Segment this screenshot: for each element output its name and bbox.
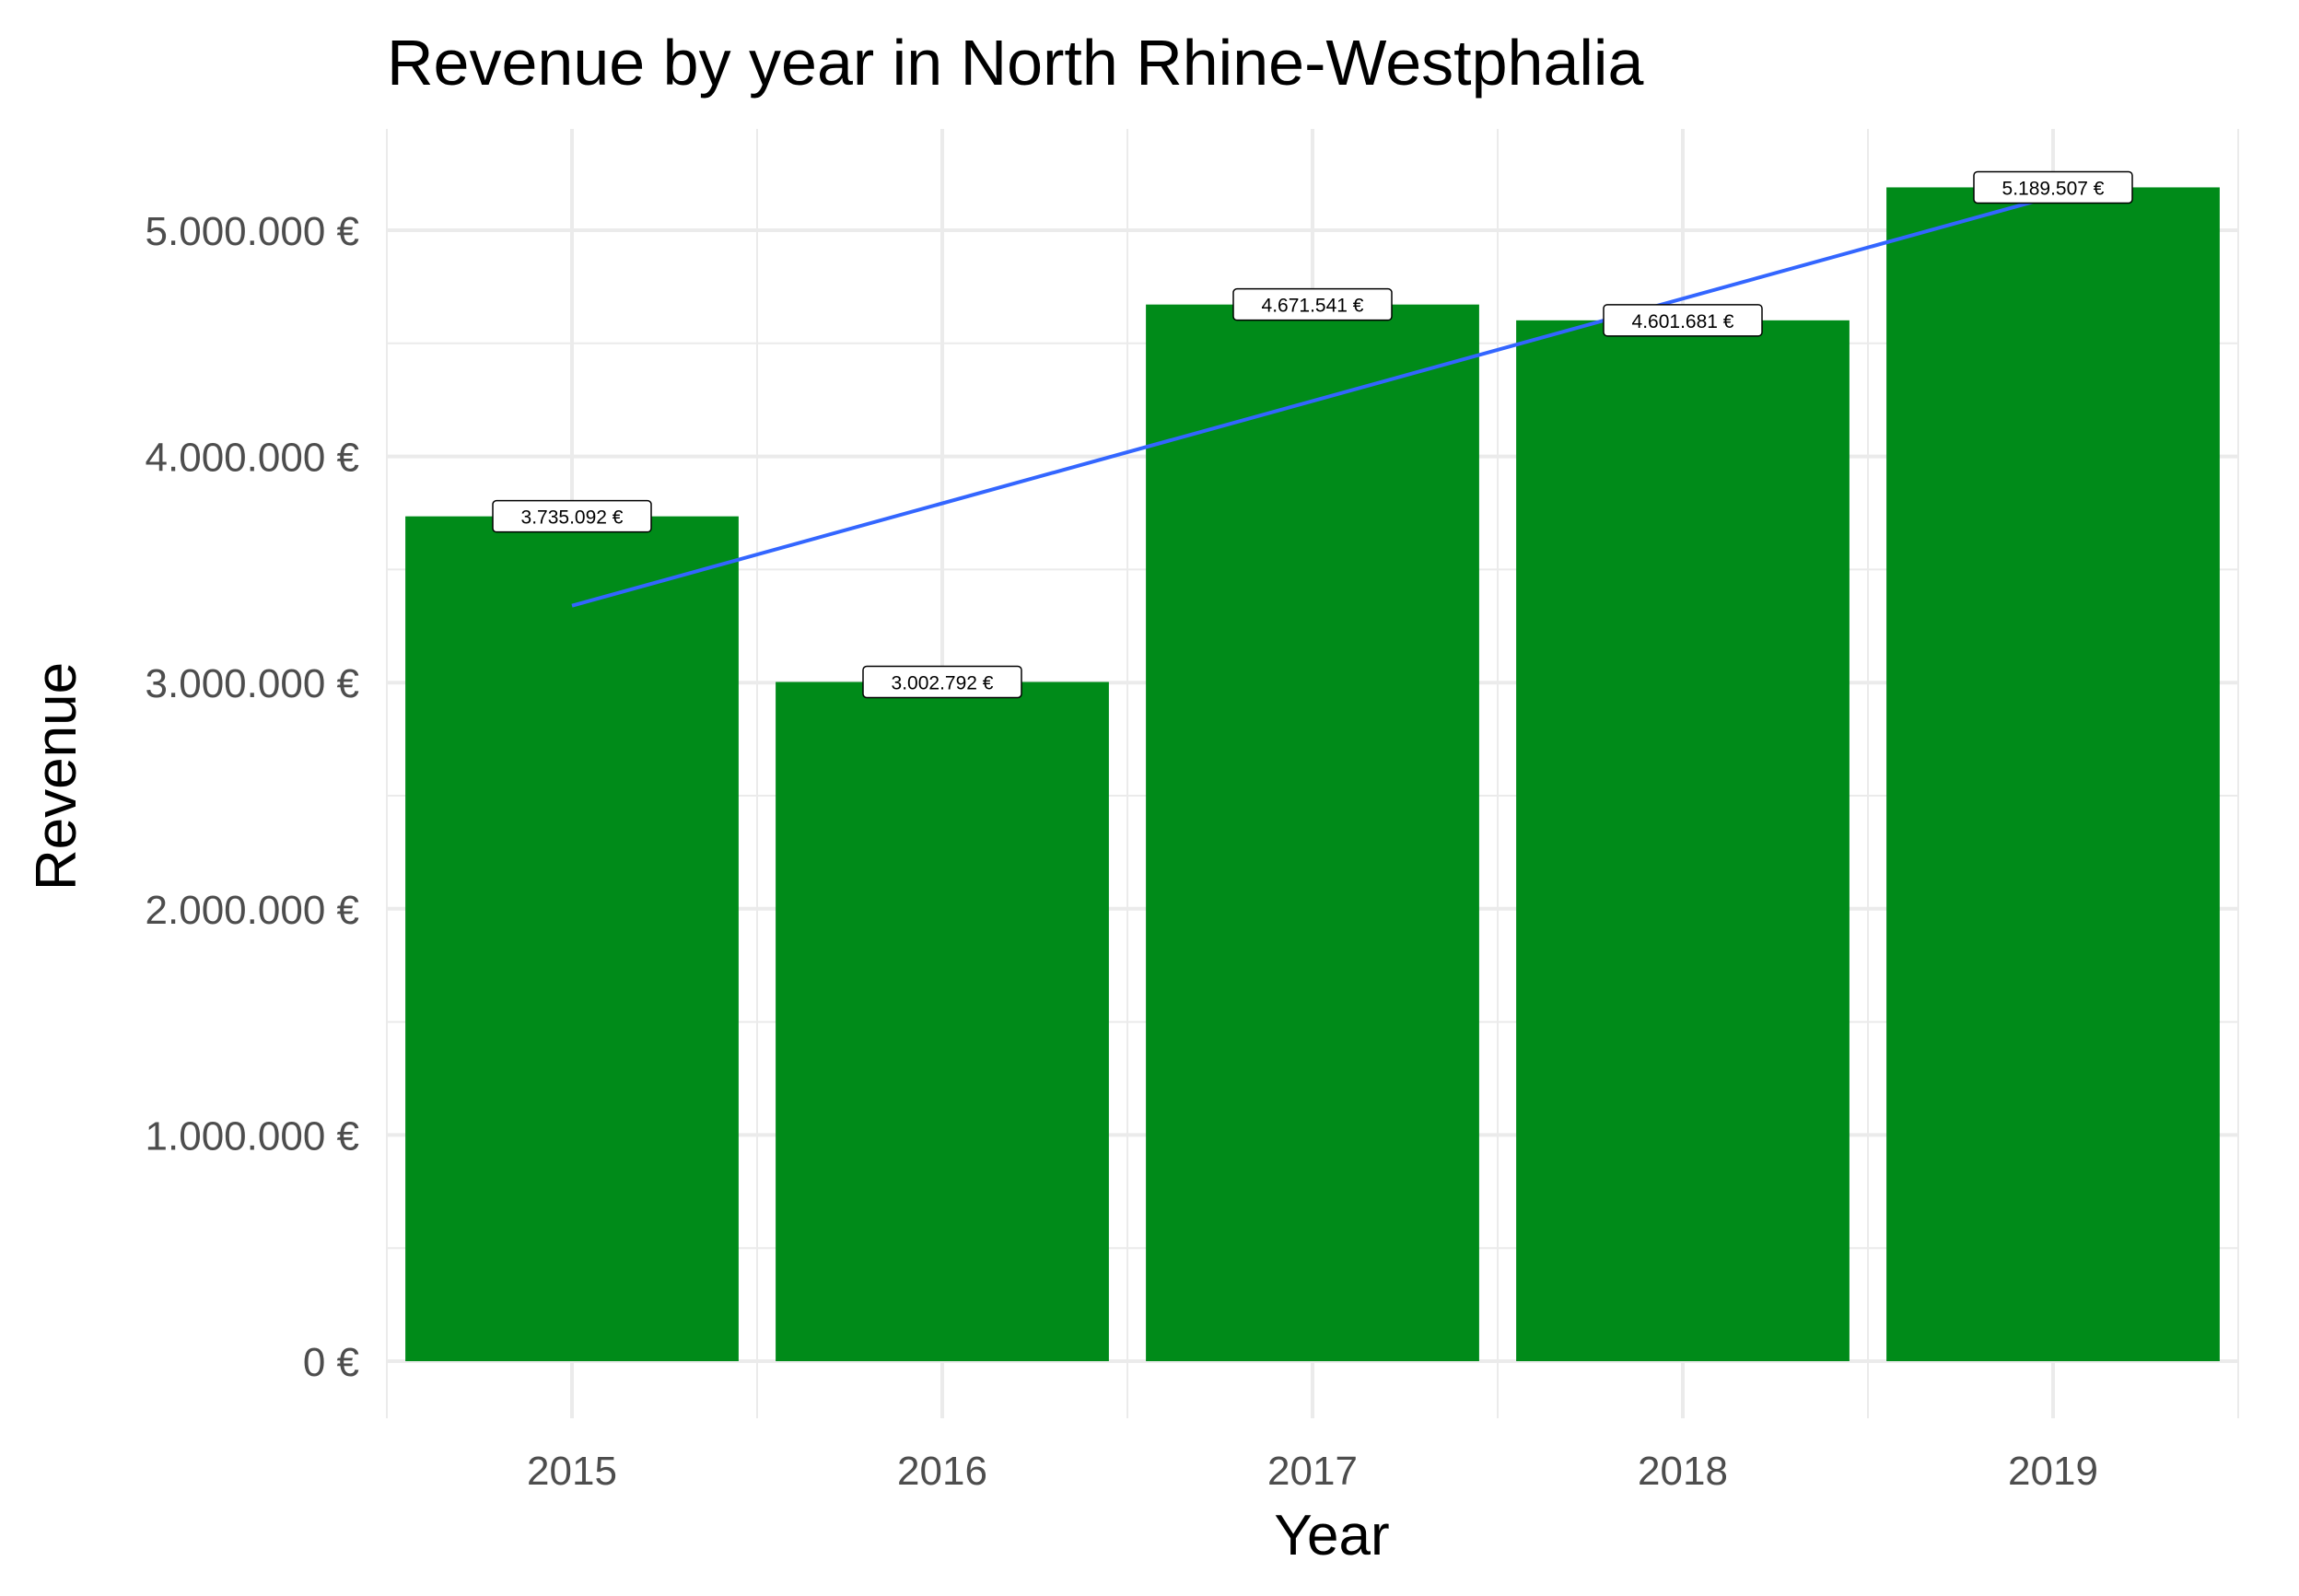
x-tick-label: 2018 xyxy=(1638,1449,1728,1494)
bar-2015 xyxy=(405,516,739,1361)
y-tick-label: 5.000.000 € xyxy=(146,209,359,254)
x-tick-label: 2015 xyxy=(527,1449,617,1494)
bar-2019 xyxy=(1886,187,2220,1362)
bar-2016 xyxy=(776,682,1109,1361)
data-label-text: 3.735.092 € xyxy=(521,507,624,529)
data-label-box xyxy=(1603,304,1763,337)
y-axis-ticks: 0 € 1.000.000 € 2.000.000 € 3.000.000 € 4.00… xyxy=(146,209,359,1385)
bar-2018 xyxy=(1516,320,1850,1361)
y-tick-label: 3.000.000 € xyxy=(146,661,359,706)
data-label-2016: 3.002.792 € xyxy=(862,665,1022,699)
data-label-text: 5.189.507 € xyxy=(2002,178,2105,199)
trend-line-group xyxy=(571,194,2054,608)
x-tick-label: 2016 xyxy=(897,1449,987,1494)
y-axis-title: Revenue xyxy=(25,662,88,891)
data-label-text: 4.671.541 € xyxy=(1262,296,1364,317)
data-label-box xyxy=(1973,170,2133,204)
data-label-box xyxy=(1232,287,1393,321)
data-label-text: 3.002.792 € xyxy=(892,673,994,694)
data-label-box xyxy=(492,499,652,533)
data-label-2017: 4.671.541 € xyxy=(1232,287,1393,321)
bars xyxy=(405,187,2220,1362)
data-label-2015: 3.735.092 € xyxy=(492,499,652,533)
x-tick-label: 2019 xyxy=(2008,1449,2098,1494)
x-tick-label: 2017 xyxy=(1267,1449,1358,1494)
x-axis-title: Year xyxy=(1274,1504,1389,1567)
data-label-text: 4.601.681 € xyxy=(1632,311,1734,332)
trend-line xyxy=(571,194,2054,608)
data-labels: 3.735.092 € 3.002.792 € 4.671.541 € 4.601.6… xyxy=(492,170,2133,699)
bar-2017 xyxy=(1146,304,1479,1361)
y-tick-label: 2.000.000 € xyxy=(146,888,359,933)
data-label-2018: 4.601.681 € xyxy=(1603,304,1763,337)
data-label-2019: 5.189.507 € xyxy=(1973,170,2133,204)
y-tick-label: 4.000.000 € xyxy=(146,436,359,481)
y-tick-label: 0 € xyxy=(303,1340,359,1385)
chart-title: Revenue by year in North Rhine-Westphali… xyxy=(387,27,1643,99)
x-axis-ticks: 2015 2016 2017 2018 2019 xyxy=(527,1449,2098,1494)
data-label-box xyxy=(862,665,1022,699)
y-tick-label: 1.000.000 € xyxy=(146,1113,359,1159)
